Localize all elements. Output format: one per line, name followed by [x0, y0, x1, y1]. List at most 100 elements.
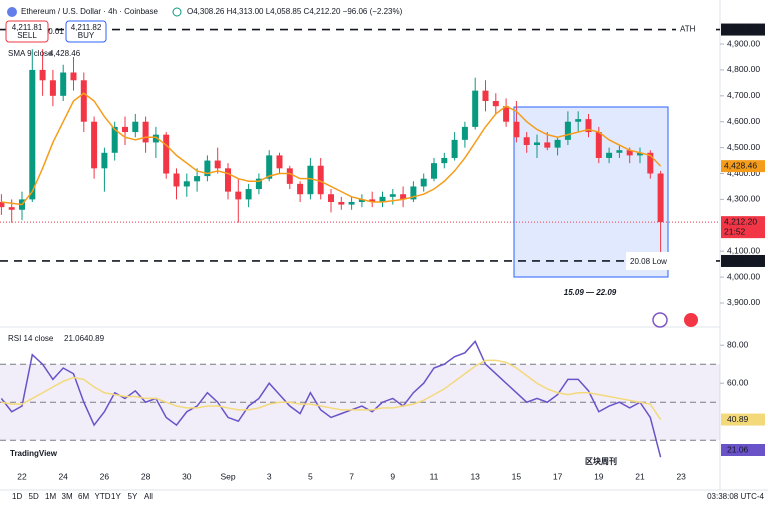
candle-body — [235, 191, 242, 200]
candle-body — [637, 152, 643, 156]
y-tick-label: 4,600.00 — [727, 116, 760, 126]
candle-body — [29, 69, 36, 200]
timeframe-button[interactable]: All — [144, 492, 153, 501]
candle-body — [461, 126, 468, 140]
price-label-box — [721, 254, 765, 267]
candle-body — [379, 196, 386, 202]
candle-body — [647, 152, 654, 174]
timeframe-button[interactable]: 6M — [78, 492, 89, 501]
candle-body — [204, 160, 211, 177]
x-tick-label: 30 — [182, 471, 192, 481]
candle-body — [225, 168, 231, 192]
annotation: ATH — [680, 25, 696, 34]
rsi-label: 21.06 — [727, 444, 749, 454]
candle-body — [80, 80, 87, 122]
timeframe-button[interactable]: 1M — [45, 492, 56, 501]
candle-body — [657, 173, 664, 223]
timeframe-button[interactable]: YTD — [95, 492, 111, 501]
spread: 0.01 — [48, 27, 64, 36]
candle-body — [328, 194, 334, 202]
candle-body — [122, 126, 128, 133]
y-tick-label: 4,700.00 — [727, 90, 760, 100]
timeframe-button[interactable]: 3M — [62, 492, 73, 501]
candle-body — [173, 173, 180, 187]
candle-body — [338, 201, 345, 205]
rsi-ma-legend-value: 40.89 — [84, 334, 105, 343]
sell-label: SELL — [17, 31, 37, 40]
rsi-legend-value: 21.06 — [64, 334, 85, 343]
candle-body — [245, 189, 252, 200]
flag-icon[interactable] — [684, 313, 698, 327]
sma-legend-value: 4,428.46 — [49, 49, 81, 58]
candle-body — [60, 72, 67, 96]
marks-layer: 4,900.00 4,800.00 4,700.00 4,600.00 4,500.00… — [0, 28, 760, 458]
x-tick-label: Sep — [220, 471, 235, 481]
candle-body — [317, 165, 324, 195]
candle-body — [410, 186, 417, 200]
candle-body — [91, 121, 98, 169]
price-label: 4,955.90 — [724, 24, 757, 34]
replay-icon[interactable] — [652, 312, 668, 328]
y-tick-label: 4,300.00 — [727, 194, 760, 204]
candle-body — [595, 132, 602, 158]
candle-body — [616, 150, 623, 153]
buy-label: BUY — [78, 31, 95, 40]
candle-body — [142, 121, 149, 143]
x-tick-label: 23 — [676, 471, 686, 481]
candle-body — [101, 152, 108, 169]
x-tick-label: 11 — [430, 471, 439, 481]
y-tick-label: 60.00 — [727, 377, 749, 387]
candle-body — [111, 126, 118, 153]
timeframe-button[interactable]: 5D — [29, 492, 39, 501]
timeframe-button[interactable]: 5Y — [128, 492, 138, 501]
candle-body — [132, 121, 139, 133]
clock: 03:38:08 UTC-4 — [707, 492, 764, 501]
buy-button[interactable] — [65, 20, 107, 43]
buy-price: 4,211.82 — [71, 23, 102, 32]
y-tick-label: 4,900.00 — [727, 38, 760, 48]
x-tick-label: 17 — [553, 471, 563, 481]
x-tick-label: 3 — [267, 471, 272, 481]
candle-body — [358, 199, 365, 202]
rsi-legend-name: RSI 14 close — [8, 334, 54, 343]
price-label-box — [721, 23, 765, 36]
y-tick-label: 4,000.00 — [727, 271, 760, 281]
candle-body — [400, 194, 407, 200]
watermark: 区块周刊 — [585, 456, 617, 466]
rsi-label-box — [721, 444, 765, 456]
sma-legend-name: SMA 9 close — [8, 49, 53, 58]
candle-body — [472, 90, 479, 127]
candle-body — [492, 100, 499, 107]
x-tick-label: 24 — [58, 471, 68, 481]
candle-body — [183, 181, 190, 187]
candle-body — [152, 134, 159, 143]
timeframe-button[interactable]: 1Y — [111, 492, 121, 501]
ohlc-legend: O4,308.26 H4,313.00 L4,058.85 C4,212.20 … — [187, 7, 403, 16]
candle-body — [369, 199, 376, 202]
candle-body — [39, 69, 46, 81]
tradingview-logo: TradingView — [10, 449, 58, 458]
symbol-title: Ethereum / U.S. Dollar · 4h · Coinbase — [21, 7, 158, 16]
overlay-layer: Ethereum / U.S. Dollar · 4h · Coinbase O… — [5, 7, 765, 501]
price-label: 4,062.24 — [724, 255, 757, 265]
x-tick-label: 15 — [512, 471, 522, 481]
y-tick-label: 3,900.00 — [727, 297, 760, 307]
x-tick-label: 19 — [594, 471, 604, 481]
price-label-box — [721, 216, 765, 239]
candle-body — [49, 80, 56, 96]
candle-body — [554, 139, 561, 148]
candle-body — [255, 178, 262, 190]
sell-button[interactable] — [5, 20, 49, 43]
price-label: 4,212.20 — [724, 216, 757, 226]
candle-body — [513, 121, 520, 138]
candle-body — [585, 119, 592, 133]
timeframe-button[interactable]: 1D — [12, 492, 22, 501]
background-layer — [0, 0, 768, 491]
candle-body — [523, 137, 530, 146]
symbol-icon — [7, 7, 17, 17]
candle-body — [544, 142, 551, 148]
range-box — [513, 106, 669, 278]
y-tick-label: 80.00 — [727, 339, 749, 349]
candle-body — [297, 183, 304, 195]
candle-body — [482, 90, 489, 101]
